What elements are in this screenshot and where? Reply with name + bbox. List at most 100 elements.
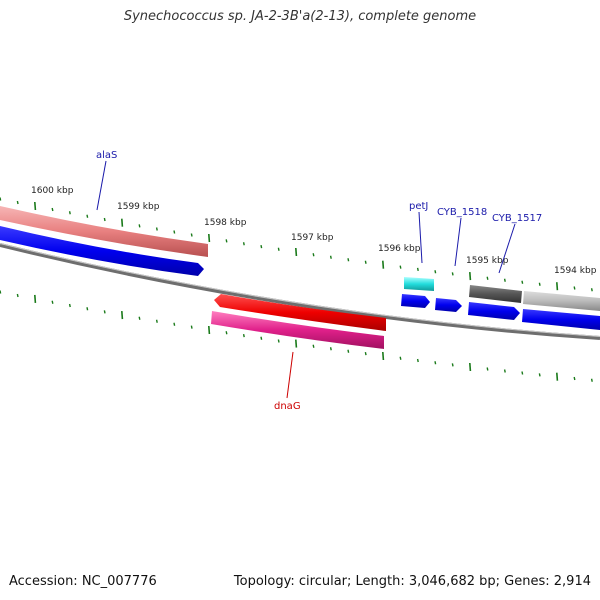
genome-backbone-highlight bbox=[0, 243, 600, 337]
inner-tick bbox=[86, 307, 89, 311]
outer-tick bbox=[469, 272, 472, 281]
inner-tick bbox=[138, 316, 141, 320]
feature-petJ[interactable] bbox=[404, 277, 434, 291]
inner-tick bbox=[173, 322, 176, 326]
kbp-label-1599: 1599 kbp bbox=[117, 202, 160, 212]
feature-dnaG-red[interactable] bbox=[214, 294, 386, 331]
gene-label-petJ[interactable]: petJ bbox=[409, 201, 428, 212]
inner-tick bbox=[573, 376, 576, 381]
inner-tick bbox=[103, 310, 106, 314]
inner-tick bbox=[68, 303, 71, 308]
feature-light-gray-bar[interactable] bbox=[523, 291, 600, 311]
outer-tick bbox=[347, 258, 350, 262]
outer-tick bbox=[538, 282, 541, 286]
outer-tick bbox=[208, 233, 211, 243]
inner-tick bbox=[260, 336, 263, 340]
outer-tick bbox=[295, 247, 298, 257]
kbp-label-1595: 1595 kbp bbox=[466, 256, 509, 266]
inner-tick bbox=[451, 363, 454, 367]
CYB_1518-leader-line bbox=[454, 217, 462, 267]
outer-tick bbox=[312, 253, 315, 257]
outer-tick bbox=[277, 247, 280, 251]
inner-tick bbox=[469, 362, 472, 372]
kbp-label-1596: 1596 kbp bbox=[378, 244, 421, 254]
inner-tick bbox=[34, 294, 37, 303]
outer-tick bbox=[573, 286, 576, 290]
outer-tick bbox=[138, 224, 141, 228]
gene-label-CYB_1517[interactable]: CYB_1517 bbox=[492, 213, 542, 224]
kbp-label-1594: 1594 kbp bbox=[554, 266, 597, 276]
outer-tick bbox=[86, 214, 89, 218]
outer-tick bbox=[121, 218, 124, 227]
inner-tick bbox=[538, 373, 541, 377]
inner-tick bbox=[382, 351, 385, 361]
inner-tick bbox=[503, 369, 506, 373]
gene-label-dnaG[interactable]: dnaG bbox=[274, 401, 301, 412]
kbp-label-1600: 1600 kbp bbox=[31, 186, 74, 196]
inner-tick bbox=[416, 358, 419, 363]
inner-tick bbox=[347, 349, 350, 353]
outer-tick bbox=[503, 278, 506, 282]
inner-tick bbox=[295, 339, 298, 348]
outer-tick bbox=[225, 239, 228, 243]
inner-tick bbox=[121, 311, 124, 320]
genome-backbone bbox=[0, 243, 600, 340]
feature-salmon-bar[interactable] bbox=[0, 206, 208, 257]
feature-blue-cds-3[interactable] bbox=[522, 309, 600, 330]
page-title: Synechococcus sp. JA-2-3B'a(2-13), compl… bbox=[123, 9, 477, 24]
inner-tick bbox=[0, 290, 2, 294]
inner-tick bbox=[16, 293, 19, 298]
outer-tick bbox=[451, 272, 454, 276]
inner-tick bbox=[486, 367, 489, 371]
outer-tick bbox=[173, 230, 176, 234]
inner-tick bbox=[242, 333, 245, 338]
outer-tick bbox=[382, 260, 385, 269]
CYB_1517-leader-line bbox=[498, 223, 516, 274]
outer-tick bbox=[521, 280, 524, 284]
inner-tick bbox=[399, 356, 402, 360]
feature-CYB_1518-cds[interactable] bbox=[468, 302, 520, 320]
outer-tick bbox=[590, 288, 593, 292]
outer-tick bbox=[486, 276, 489, 280]
inner-tick bbox=[190, 325, 193, 329]
outer-tick bbox=[242, 242, 245, 246]
feature-blue-cds-2[interactable] bbox=[435, 298, 462, 312]
outer-tick bbox=[434, 270, 437, 274]
inner-tick bbox=[434, 361, 437, 365]
inner-tick bbox=[329, 347, 332, 351]
inner-tick bbox=[277, 339, 280, 343]
gene-label-alaS[interactable]: alaS bbox=[96, 150, 117, 161]
accession-text: Accession: NC_007776 bbox=[9, 574, 157, 589]
inner-tick bbox=[155, 319, 158, 323]
dnaG-leader-line bbox=[286, 351, 294, 399]
alaS-leader-line bbox=[96, 160, 107, 211]
gene-label-CYB_1518[interactable]: CYB_1518 bbox=[437, 207, 487, 218]
outer-tick bbox=[364, 260, 367, 264]
feature-alaS-cds[interactable] bbox=[0, 226, 204, 276]
outer-tick bbox=[399, 265, 402, 269]
outer-tick-marks bbox=[0, 197, 593, 292]
outer-tick bbox=[34, 201, 37, 211]
inner-tick bbox=[51, 300, 54, 304]
outer-tick bbox=[68, 211, 71, 215]
outer-tick bbox=[155, 227, 158, 231]
outer-tick bbox=[416, 267, 419, 272]
outer-tick bbox=[103, 217, 106, 222]
outer-tick bbox=[190, 233, 193, 237]
kbp-label-1597: 1597 kbp bbox=[291, 233, 334, 243]
inner-tick bbox=[590, 378, 593, 382]
outer-tick bbox=[51, 207, 54, 212]
feature-blue-cds-1[interactable] bbox=[401, 294, 430, 308]
inner-tick-marks bbox=[0, 290, 593, 382]
petJ-leader-line bbox=[418, 211, 423, 264]
inner-tick bbox=[521, 371, 524, 375]
feature-dark-gray-bar[interactable] bbox=[469, 285, 522, 303]
genome-summary-text: Topology: circular; Length: 3,046,682 bp… bbox=[233, 574, 591, 589]
inner-tick bbox=[208, 325, 211, 335]
inner-tick bbox=[556, 372, 559, 381]
inner-tick bbox=[312, 344, 315, 348]
feature-dnaG-magenta[interactable] bbox=[211, 311, 384, 349]
outer-tick bbox=[329, 255, 332, 259]
